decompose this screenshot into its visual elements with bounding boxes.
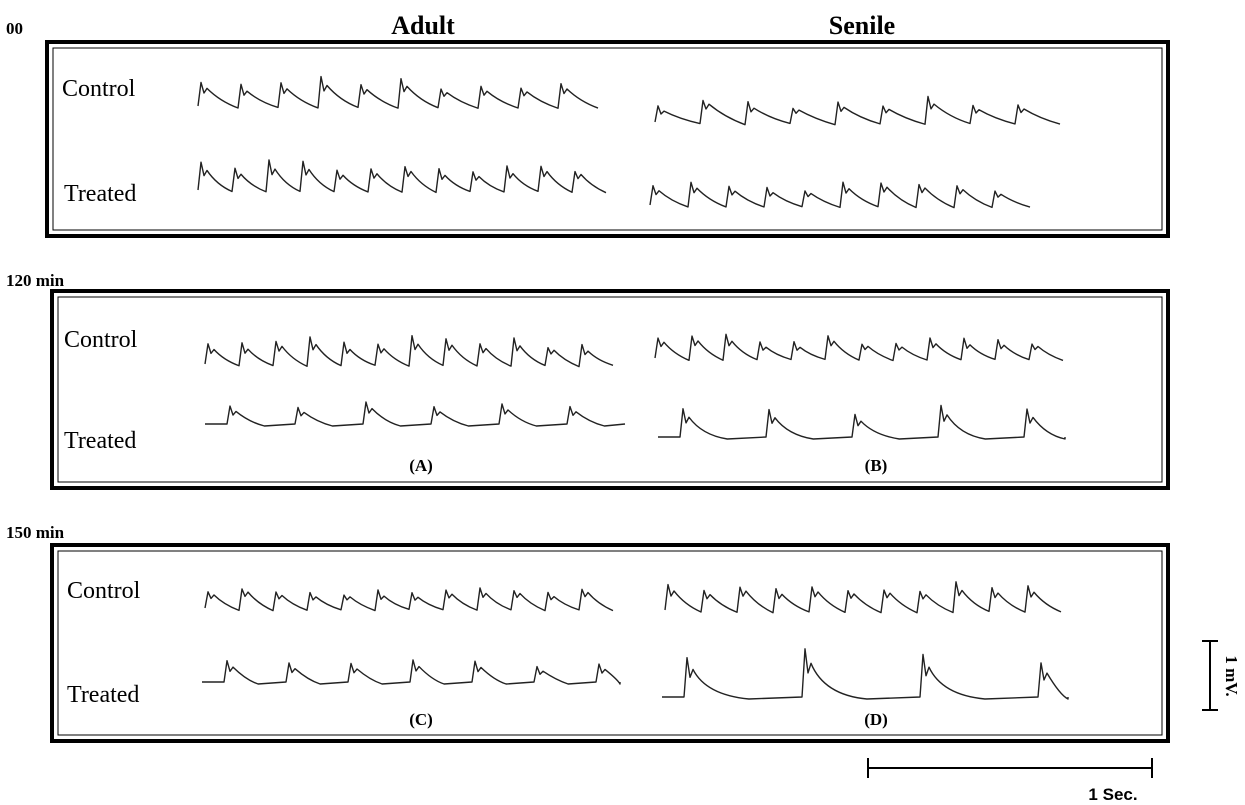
row-label: Control (64, 327, 138, 353)
column-header: Adult (391, 11, 455, 40)
ecg-trace (198, 160, 606, 193)
figure: Adult Senile 00 120 min 150 min Control … (0, 0, 1245, 805)
panel-label: (C) (409, 710, 433, 729)
time-label: 00 (6, 19, 23, 38)
ecg-trace (658, 405, 1065, 439)
ecg-trace (665, 582, 1061, 613)
row-label: Control (67, 578, 141, 604)
row-label: Treated (64, 181, 136, 207)
time-label: 150 min (6, 523, 65, 542)
ecg-trace (655, 96, 1060, 124)
panel-label: (B) (865, 456, 888, 475)
row-label: Treated (67, 682, 139, 708)
traces (198, 77, 1068, 699)
ecg-trace (205, 402, 625, 426)
time-label: 120 min (6, 271, 65, 290)
panel-frame (47, 42, 1168, 741)
ecg-trace (655, 334, 1063, 360)
column-header: Senile (829, 11, 895, 40)
panel-label: (A) (409, 456, 433, 475)
ecg-trace (198, 77, 598, 109)
ecg-trace (205, 588, 613, 611)
row-label: Treated (64, 428, 136, 454)
ecg-trace (662, 649, 1068, 699)
ecg-trace (202, 660, 620, 684)
scale-label: 1 mV. (1222, 655, 1241, 696)
ecg-trace (205, 336, 613, 367)
row-label: Control (62, 76, 136, 102)
ecg-trace (650, 182, 1030, 207)
scale-bar (868, 641, 1218, 778)
panel-label: (D) (864, 710, 888, 729)
scale-label: 1 Sec. (1088, 785, 1137, 804)
